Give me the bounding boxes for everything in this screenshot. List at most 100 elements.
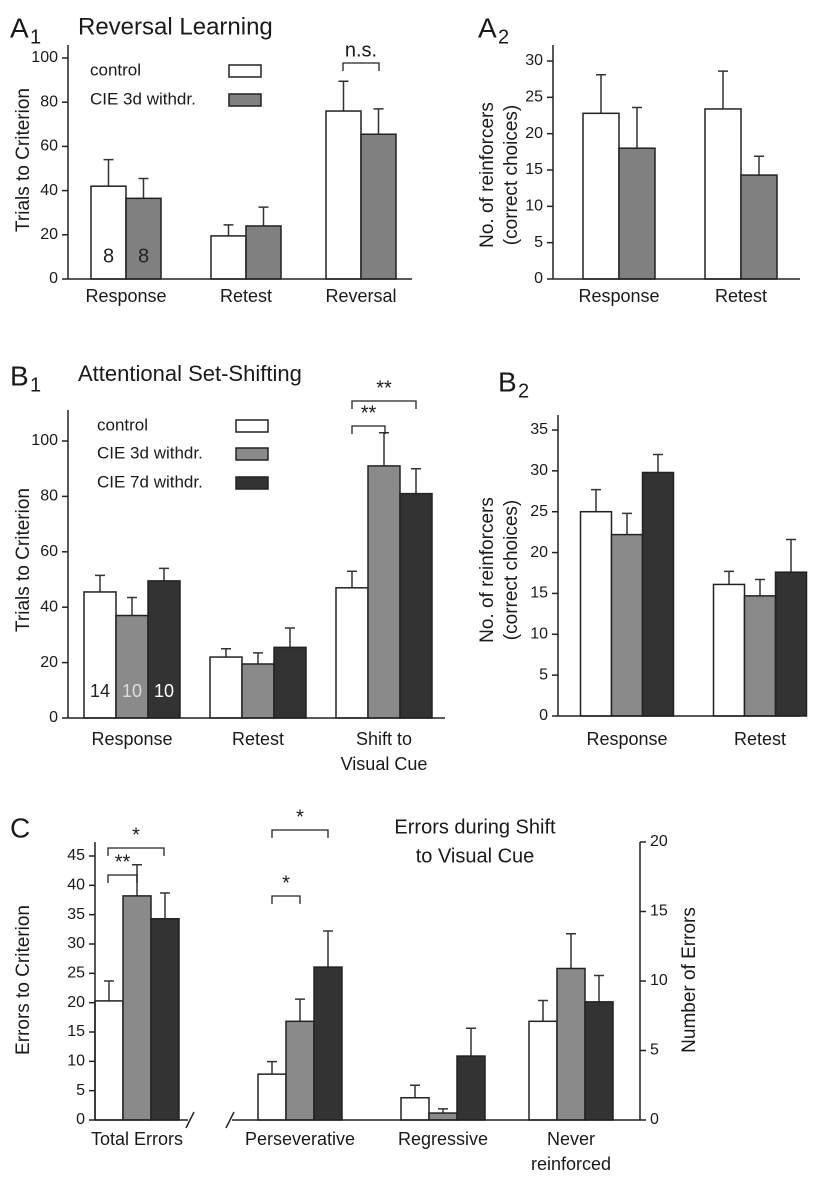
- legend-swatch: [228, 64, 262, 78]
- n-label: 8: [138, 245, 149, 267]
- y-tick-label: 15: [67, 1023, 85, 1040]
- y-tick-label: 0: [49, 270, 58, 287]
- annotation: n.s.: [345, 39, 377, 61]
- x-tick-label: Shift to: [356, 729, 412, 749]
- y-tick-label: 60: [40, 138, 58, 155]
- legend-swatch: [235, 476, 269, 490]
- significance-bracket: [271, 829, 329, 838]
- y-tick-label: 100: [31, 49, 58, 66]
- error-bar: [410, 1084, 420, 1098]
- error-bar: [160, 892, 170, 919]
- error-bar: [466, 1027, 476, 1057]
- bar: [579, 510, 613, 717]
- significance-bracket: [351, 400, 417, 409]
- n-label: 8: [103, 245, 114, 267]
- bar: [313, 966, 343, 1121]
- significance-bracket: [107, 874, 138, 883]
- error-bar: [373, 108, 384, 135]
- bar: [241, 663, 275, 719]
- error-bar: [755, 578, 765, 596]
- x-tick-label: Retest: [232, 729, 284, 749]
- x-tick-label: Response: [91, 729, 172, 749]
- error-bar: [566, 932, 576, 969]
- significance-bracket: [107, 847, 165, 856]
- error-bar: [127, 596, 137, 616]
- panel-label-sub: 1: [30, 374, 41, 396]
- bar: [641, 471, 675, 717]
- error-bar: [338, 80, 349, 112]
- y-tick-label: 25: [67, 965, 85, 982]
- x-tick-label: Response: [586, 729, 667, 749]
- x-tick-label: Never: [547, 1129, 595, 1149]
- bar: [743, 595, 777, 717]
- bar: [257, 1073, 287, 1121]
- panel-label: C: [10, 812, 30, 843]
- error-bar: [724, 570, 734, 585]
- error-bar: [754, 155, 764, 176]
- y-tick-label: 20: [530, 544, 548, 561]
- error-bar: [594, 974, 604, 1002]
- bar: [400, 1097, 430, 1121]
- y-tick-label: 35: [67, 906, 85, 923]
- bar: [456, 1055, 486, 1121]
- bar: [584, 1001, 614, 1121]
- y-tick-label: 5: [539, 666, 548, 683]
- y-tick-label: 10: [67, 1053, 85, 1070]
- bar: [115, 614, 149, 719]
- x-tick-label: Retest: [734, 729, 786, 749]
- error-bar: [138, 177, 149, 199]
- error-bar: [103, 158, 114, 187]
- y-tick-label: 10: [650, 972, 668, 989]
- y-tick-label: 25: [525, 89, 543, 106]
- legend-swatch: [228, 93, 262, 107]
- y-axis-label: Trials to Criterion: [13, 488, 34, 632]
- annotation: *: [282, 872, 290, 894]
- panel-label-sub: 2: [498, 26, 509, 48]
- bar: [150, 918, 180, 1121]
- panel-label: A: [478, 12, 497, 43]
- error-bar: [379, 431, 389, 466]
- y-tick-label: 20: [650, 833, 668, 850]
- panel-label: B: [10, 360, 29, 391]
- y-tick-label: 5: [534, 234, 543, 251]
- y-axis-label: Number of Errors: [679, 907, 700, 1053]
- bar: [94, 1000, 124, 1121]
- bar: [610, 533, 644, 717]
- x-tick-label: Response: [85, 286, 166, 306]
- chart-title: Errors during Shift: [394, 816, 556, 838]
- x-tick-label: Total Errors: [91, 1129, 183, 1149]
- bar: [125, 197, 162, 280]
- significance-bracket: [271, 895, 301, 904]
- y-tick-label: 60: [40, 543, 58, 560]
- error-bar: [786, 538, 796, 573]
- bar: [367, 465, 401, 719]
- bar: [335, 587, 369, 719]
- chart-title: Reversal Learning: [78, 13, 273, 40]
- x-tick-label: Response: [578, 286, 659, 306]
- error-bar: [538, 999, 548, 1022]
- y-tick-label: 20: [40, 654, 58, 671]
- error-bar: [622, 512, 632, 535]
- error-bar: [718, 70, 728, 109]
- bar: [704, 108, 742, 280]
- x-tick-label: Regressive: [398, 1129, 488, 1149]
- significance-bracket: [351, 425, 386, 434]
- y-tick-label: 30: [525, 52, 543, 69]
- x-tick-label: Visual Cue: [341, 754, 428, 774]
- y-tick-label: 0: [534, 270, 543, 287]
- y-tick-label: 45: [67, 847, 85, 864]
- chart-title: Attentional Set-Shifting: [78, 361, 302, 386]
- y-tick-label: 20: [67, 994, 85, 1011]
- y-axis-label: (correct choices): [501, 105, 522, 245]
- error-bar: [411, 467, 421, 494]
- y-axis-label: Trials to Criterion: [13, 88, 34, 232]
- y-tick-label: 20: [40, 226, 58, 243]
- bar: [618, 147, 656, 280]
- bar: [712, 583, 746, 717]
- legend-label: control: [97, 415, 148, 434]
- error-bar: [347, 570, 357, 588]
- y-tick-label: 30: [67, 935, 85, 952]
- error-bar: [323, 930, 333, 968]
- annotation: **: [115, 851, 131, 873]
- error-bar: [632, 106, 642, 149]
